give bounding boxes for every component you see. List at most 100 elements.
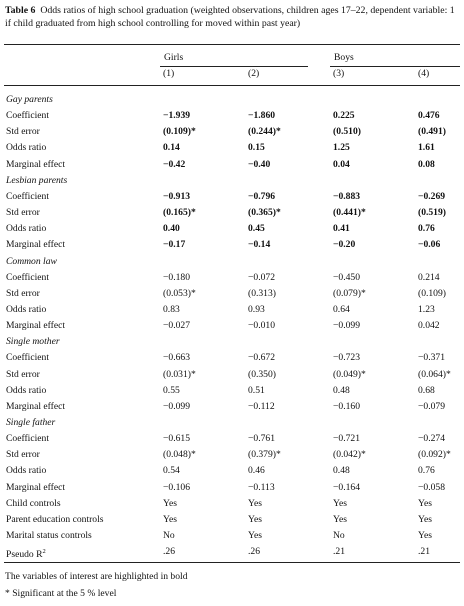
cell: 0.40 xyxy=(163,223,180,235)
row-label: Coefficient xyxy=(6,190,49,202)
column-header: (2) xyxy=(248,68,260,79)
superscript: 2 xyxy=(42,548,46,556)
cell: −1.860 xyxy=(248,110,276,122)
cell: 0.08 xyxy=(418,158,435,170)
cell: −0.269 xyxy=(418,190,446,202)
cell: −0.160 xyxy=(333,400,360,412)
column-header: (4) xyxy=(418,68,430,79)
cell: −0.099 xyxy=(163,400,190,412)
cell: −0.761 xyxy=(248,433,275,445)
cell: Yes xyxy=(418,530,432,542)
cell: (0.042)* xyxy=(333,449,366,461)
cell: No xyxy=(163,530,175,542)
cell: Yes xyxy=(248,530,262,542)
cell: Yes xyxy=(248,497,262,509)
cell: (0.441)* xyxy=(333,207,366,219)
row-label: Parent education controls xyxy=(6,514,104,526)
cell: No xyxy=(333,530,345,542)
cell: (0.053)* xyxy=(163,287,196,299)
cell: 0.64 xyxy=(333,303,350,315)
group-rule xyxy=(160,66,308,67)
table-caption: Table 6 Odds ratios of high school gradu… xyxy=(5,4,457,30)
cell: −0.40 xyxy=(248,158,271,170)
cell: 0.54 xyxy=(163,465,180,477)
row-label: Std error xyxy=(6,287,40,299)
cell: 1.25 xyxy=(333,142,350,154)
row-label: Marginal effect xyxy=(6,400,66,412)
cell: 0.45 xyxy=(248,223,265,235)
cell: 0.214 xyxy=(418,271,440,283)
row-label: Std error xyxy=(6,126,40,138)
cell: (0.109) xyxy=(418,287,446,299)
top-rule xyxy=(4,44,460,45)
row-label: Marginal effect xyxy=(6,239,66,251)
cell: −0.274 xyxy=(418,433,445,445)
row-label: Std error xyxy=(6,449,40,461)
cell: 0.51 xyxy=(248,384,265,396)
cell: (0.165)* xyxy=(163,207,196,219)
row-label: Odds ratio xyxy=(6,303,47,315)
cell: −0.721 xyxy=(333,433,360,445)
cell: 1.61 xyxy=(418,142,435,154)
cell: .26 xyxy=(248,546,260,558)
cell: −0.796 xyxy=(248,190,276,202)
cell: 1.23 xyxy=(418,303,435,315)
cell: Yes xyxy=(418,513,432,525)
cell: −0.723 xyxy=(333,352,360,364)
label-text: Parent education controls xyxy=(6,513,104,525)
cell: −0.010 xyxy=(248,320,275,332)
cell: 0.48 xyxy=(333,384,350,396)
cell: −0.663 xyxy=(163,352,190,364)
bottom-rule xyxy=(4,562,460,563)
cell: −0.079 xyxy=(418,400,445,412)
cell: (0.031)* xyxy=(163,368,196,380)
cell: (0.365)* xyxy=(248,207,281,219)
cell: (0.049)* xyxy=(333,368,366,380)
cell: Yes xyxy=(248,513,262,525)
cell: −0.615 xyxy=(163,433,190,445)
cell: −0.072 xyxy=(248,271,275,283)
label-text: Child controls xyxy=(6,497,61,509)
cell: −0.913 xyxy=(163,190,191,202)
cell: −0.17 xyxy=(163,239,186,251)
row-label: Odds ratio xyxy=(6,384,47,396)
cell: −0.164 xyxy=(333,481,360,493)
section-title: Lesbian parents xyxy=(6,174,68,186)
cell: −0.42 xyxy=(163,158,186,170)
cell: 0.93 xyxy=(248,303,265,315)
label-text: Pseudo R xyxy=(6,549,43,561)
cell: −0.14 xyxy=(248,239,271,251)
cell: 0.476 xyxy=(418,110,440,122)
cell: −0.06 xyxy=(418,239,441,251)
cell: −1.939 xyxy=(163,110,191,122)
row-label: Std error xyxy=(6,368,40,380)
column-header: (1) xyxy=(163,68,175,79)
cell: 0.76 xyxy=(418,223,435,235)
cell: 0.83 xyxy=(163,303,180,315)
cell: −0.112 xyxy=(248,400,275,412)
row-label: Child controls xyxy=(6,498,61,510)
cell: (0.313) xyxy=(248,287,276,299)
row-label: Marital status controls xyxy=(6,530,92,542)
cell: Yes xyxy=(333,497,347,509)
cell: 0.68 xyxy=(418,384,435,396)
cell: (0.048)* xyxy=(163,449,196,461)
cell: (0.379)* xyxy=(248,449,281,461)
section-title: Common law xyxy=(6,255,57,267)
caption-label: Table 6 xyxy=(5,5,36,16)
row-label: Coefficient xyxy=(6,352,49,364)
cell: −0.450 xyxy=(333,271,360,283)
cell: −0.371 xyxy=(418,352,445,364)
row-label: Marginal effect xyxy=(6,481,66,493)
cell: 0.042 xyxy=(418,320,440,332)
table-note: The variables of interest are highlighte… xyxy=(5,571,188,582)
cell: (0.510) xyxy=(333,126,361,138)
cell: −0.180 xyxy=(163,271,190,283)
cell: Yes xyxy=(418,497,432,509)
cell: (0.079)* xyxy=(333,287,366,299)
cell: (0.244)* xyxy=(248,126,281,138)
caption-text: Odds ratios of high school graduation (w… xyxy=(5,5,455,29)
cell: 0.76 xyxy=(418,465,435,477)
cell: 0.225 xyxy=(333,110,355,122)
cell: −0.672 xyxy=(248,352,275,364)
